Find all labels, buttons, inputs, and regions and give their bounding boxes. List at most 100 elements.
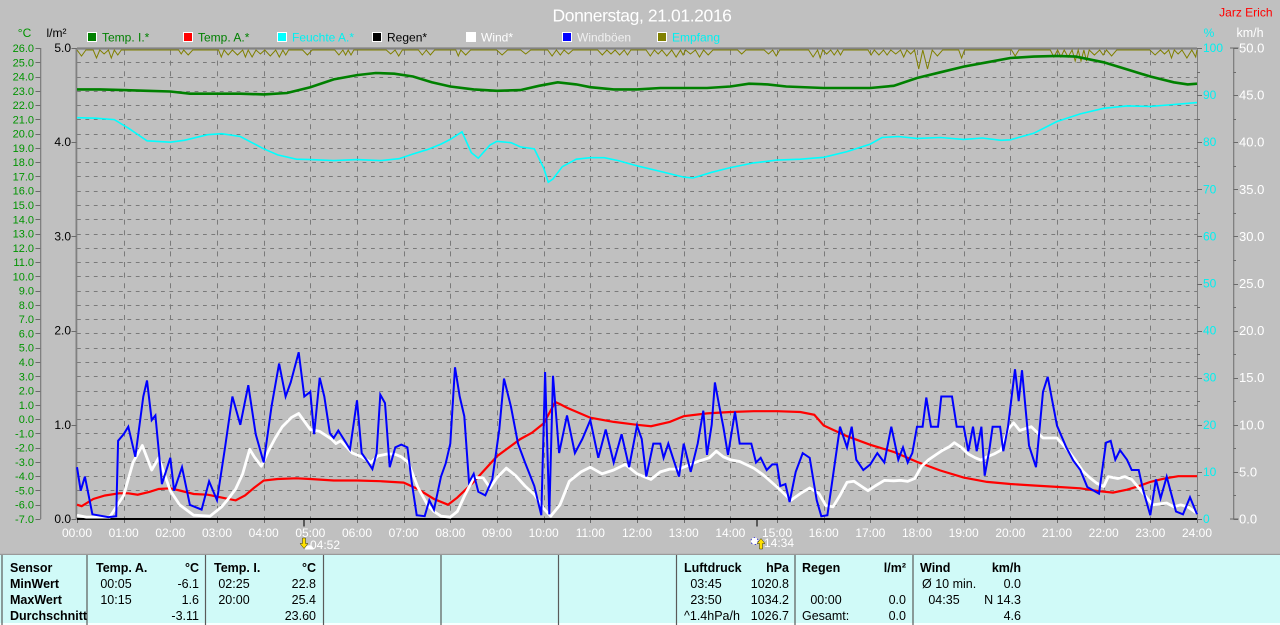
svg-text:16.0: 16.0 xyxy=(13,186,34,198)
svg-text:20: 20 xyxy=(1203,418,1217,432)
svg-text:8.0: 8.0 xyxy=(19,300,34,312)
svg-text:15.0: 15.0 xyxy=(13,200,34,212)
svg-text:Wind: Wind xyxy=(920,561,950,575)
svg-text:-5.0: -5.0 xyxy=(15,485,34,497)
svg-text:Temp. I.*: Temp. I.* xyxy=(102,31,150,45)
svg-text:18.0: 18.0 xyxy=(13,157,34,169)
svg-text:25.0: 25.0 xyxy=(13,57,34,69)
svg-text:N 14.3: N 14.3 xyxy=(984,593,1021,607)
svg-text:MinWert: MinWert xyxy=(10,577,60,591)
svg-text:60: 60 xyxy=(1203,229,1217,243)
svg-text:05:00: 05:00 xyxy=(295,526,325,540)
svg-text:-3.0: -3.0 xyxy=(15,457,34,469)
svg-text:Donnerstag, 21.01.2016: Donnerstag, 21.01.2016 xyxy=(553,6,732,26)
svg-text:2.0: 2.0 xyxy=(54,324,71,338)
svg-text:hPa: hPa xyxy=(766,561,790,575)
svg-text:km/h: km/h xyxy=(992,561,1021,575)
svg-text:Durchschnitt: Durchschnitt xyxy=(10,609,88,623)
svg-text:1034.2: 1034.2 xyxy=(751,593,789,607)
svg-text:23.60: 23.60 xyxy=(285,609,316,623)
svg-text:50.0: 50.0 xyxy=(1239,41,1264,56)
svg-text:-2.0: -2.0 xyxy=(15,443,34,455)
svg-text:Luftdruck: Luftdruck xyxy=(684,561,742,575)
svg-text:3.0: 3.0 xyxy=(19,371,34,383)
svg-text:°C: °C xyxy=(302,561,316,575)
svg-text:°C: °C xyxy=(185,561,199,575)
svg-text:80: 80 xyxy=(1203,135,1217,149)
svg-text:6.0: 6.0 xyxy=(19,328,34,340)
svg-text:04:00: 04:00 xyxy=(249,526,279,540)
svg-text:Empfang: Empfang xyxy=(672,31,720,45)
svg-text:4.6: 4.6 xyxy=(1004,609,1021,623)
svg-text:24.0: 24.0 xyxy=(13,72,34,84)
svg-text:90: 90 xyxy=(1203,88,1217,102)
svg-text:11:00: 11:00 xyxy=(576,526,605,540)
svg-text:Temp. I.: Temp. I. xyxy=(214,561,260,575)
svg-text:19.0: 19.0 xyxy=(13,143,34,155)
svg-text:09:00: 09:00 xyxy=(482,526,512,540)
svg-text:70: 70 xyxy=(1203,182,1217,196)
svg-text:%: % xyxy=(1204,26,1215,40)
svg-text:40: 40 xyxy=(1203,324,1217,338)
svg-text:4.0: 4.0 xyxy=(54,135,71,149)
svg-text:23.0: 23.0 xyxy=(13,86,34,98)
svg-text:10.0: 10.0 xyxy=(1239,417,1264,432)
svg-text:25.0: 25.0 xyxy=(1239,276,1264,291)
svg-text:04:35: 04:35 xyxy=(928,593,959,607)
svg-text:2.0: 2.0 xyxy=(19,386,34,398)
svg-text:0.0: 0.0 xyxy=(19,414,34,426)
svg-text:16:00: 16:00 xyxy=(809,526,839,540)
svg-text:22.0: 22.0 xyxy=(13,100,34,112)
svg-text:10.0: 10.0 xyxy=(13,271,34,283)
svg-text:4.0: 4.0 xyxy=(19,357,34,369)
svg-text:Wind*: Wind* xyxy=(481,31,513,45)
svg-text:1026.7: 1026.7 xyxy=(751,609,789,623)
svg-text:-6.1: -6.1 xyxy=(177,577,199,591)
svg-text:14:00: 14:00 xyxy=(715,526,745,540)
svg-text:7.0: 7.0 xyxy=(19,314,34,326)
svg-text:9.0: 9.0 xyxy=(19,286,34,298)
svg-text:08:00: 08:00 xyxy=(435,526,465,540)
svg-text:l/m²: l/m² xyxy=(884,561,906,575)
svg-text:100: 100 xyxy=(1203,41,1223,55)
svg-text:-6.0: -6.0 xyxy=(15,500,34,512)
svg-text:°C: °C xyxy=(18,26,32,40)
svg-text:0: 0 xyxy=(1203,512,1210,526)
svg-text:Regen*: Regen* xyxy=(387,31,427,45)
svg-text:20.0: 20.0 xyxy=(13,129,34,141)
svg-text:40.0: 40.0 xyxy=(1239,135,1264,150)
svg-text:Ø 10 min.: Ø 10 min. xyxy=(922,577,976,591)
svg-text:-7.0: -7.0 xyxy=(15,514,34,526)
svg-text:14.0: 14.0 xyxy=(13,214,34,226)
svg-text:15.0: 15.0 xyxy=(1239,370,1264,385)
svg-text:Temp. A.: Temp. A. xyxy=(96,561,147,575)
svg-text:00:00: 00:00 xyxy=(810,593,841,607)
svg-text:03:45: 03:45 xyxy=(690,577,721,591)
svg-text:Regen: Regen xyxy=(802,561,840,575)
svg-text:Jarz Erich: Jarz Erich xyxy=(1219,6,1272,20)
svg-text:Gesamt:: Gesamt: xyxy=(802,609,849,623)
svg-text:km/h: km/h xyxy=(1236,26,1263,40)
svg-text:12.0: 12.0 xyxy=(13,243,34,255)
svg-text:Feuchte A.*: Feuchte A.* xyxy=(292,31,354,45)
svg-text:^1.4hPa/h: ^1.4hPa/h xyxy=(684,609,740,623)
svg-text:Sensor: Sensor xyxy=(10,561,53,575)
svg-text:5.0: 5.0 xyxy=(54,41,71,55)
svg-text:23:00: 23:00 xyxy=(1135,526,1165,540)
svg-text:18:00: 18:00 xyxy=(902,526,932,540)
svg-text:0.0: 0.0 xyxy=(1004,577,1021,591)
svg-text:Windböen: Windböen xyxy=(577,31,631,45)
svg-text:35.0: 35.0 xyxy=(1239,182,1264,197)
svg-text:1.0: 1.0 xyxy=(54,418,71,432)
svg-text:-3.11: -3.11 xyxy=(171,609,199,623)
svg-text:11.0: 11.0 xyxy=(13,257,34,269)
svg-text:10:15: 10:15 xyxy=(100,593,131,607)
svg-text:5.0: 5.0 xyxy=(19,343,34,355)
svg-text:21.0: 21.0 xyxy=(13,114,34,126)
svg-text:0.0: 0.0 xyxy=(889,609,906,623)
svg-text:45.0: 45.0 xyxy=(1239,88,1264,103)
svg-text:19:00: 19:00 xyxy=(949,526,979,540)
svg-text:-4.0: -4.0 xyxy=(15,471,34,483)
svg-text:02:00: 02:00 xyxy=(155,526,185,540)
svg-text:06:00: 06:00 xyxy=(342,526,372,540)
